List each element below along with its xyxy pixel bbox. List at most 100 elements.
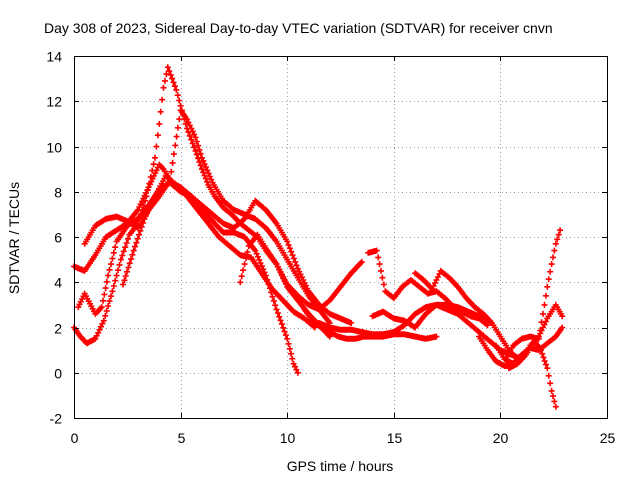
data-point — [554, 405, 557, 408]
data-point — [403, 333, 406, 336]
data-point — [418, 285, 421, 288]
data-point — [286, 337, 289, 340]
data-point — [424, 305, 427, 309]
data-point — [249, 256, 253, 259]
data-point — [381, 333, 385, 336]
data-point — [350, 272, 353, 275]
data-point — [424, 312, 427, 316]
x-tick-label: 5 — [178, 430, 186, 446]
data-point — [94, 337, 97, 340]
data-point — [153, 195, 157, 198]
data-point — [292, 362, 295, 365]
data-point — [318, 321, 321, 325]
data-point — [207, 222, 210, 225]
data-point — [296, 371, 300, 374]
grid — [74, 56, 607, 418]
data-point — [435, 290, 438, 293]
data-point — [83, 269, 86, 273]
data-point — [554, 335, 557, 338]
data-point — [115, 215, 118, 218]
data-point — [512, 344, 515, 347]
series-track-5 — [120, 172, 318, 331]
data-point — [211, 220, 214, 223]
data-point — [362, 335, 366, 338]
data-point — [222, 199, 225, 202]
data-point — [494, 344, 498, 347]
data-point — [537, 337, 540, 340]
data-point — [222, 231, 225, 234]
data-point — [435, 303, 438, 307]
data-point — [546, 285, 549, 288]
data-point — [296, 267, 300, 270]
data-point — [194, 149, 197, 153]
data-point — [307, 303, 310, 307]
data-point — [228, 244, 231, 248]
data-point — [196, 208, 199, 212]
data-point — [211, 213, 214, 216]
x-tick-labels: 0 5 10 15 20 25 — [71, 430, 616, 446]
data-point — [413, 335, 417, 338]
data-point — [328, 299, 331, 302]
data-point — [339, 285, 342, 288]
data-point — [456, 312, 459, 316]
data-point — [243, 217, 246, 221]
data-point — [445, 303, 449, 307]
data-point — [494, 360, 498, 363]
data-point — [431, 287, 434, 291]
data-point — [79, 335, 82, 338]
data-point — [175, 183, 178, 187]
data-point — [392, 296, 395, 300]
data-point — [345, 337, 349, 340]
data-point — [136, 226, 140, 230]
data-point — [271, 287, 274, 291]
data-point — [286, 283, 289, 286]
data-point — [83, 242, 86, 245]
data-point — [561, 315, 564, 318]
data-point — [384, 290, 387, 293]
data-point — [170, 77, 174, 80]
data-point — [126, 224, 129, 227]
data-point — [477, 317, 481, 320]
data-point — [200, 156, 204, 159]
series-track-14 — [501, 227, 564, 363]
data-point — [106, 274, 110, 277]
data-point — [247, 229, 250, 232]
data-point — [190, 195, 193, 198]
data-point — [175, 88, 178, 92]
data-point — [153, 156, 157, 159]
data-point — [243, 235, 246, 239]
data-point — [211, 181, 214, 184]
data-point — [375, 249, 378, 252]
data-point — [275, 262, 278, 266]
data-point — [503, 364, 506, 368]
data-point — [232, 208, 236, 212]
series-track-15 — [505, 338, 559, 410]
data-point — [486, 324, 489, 327]
data-point — [275, 240, 278, 243]
data-point — [477, 335, 481, 338]
data-point — [100, 305, 103, 309]
y-tick-label: 4 — [54, 275, 62, 291]
data-point — [467, 321, 470, 325]
data-point — [128, 233, 131, 236]
data-point — [422, 278, 425, 282]
data-point — [350, 328, 353, 331]
data-point — [185, 127, 189, 130]
x-tick-label: 15 — [387, 430, 403, 446]
data-point — [296, 294, 300, 297]
data-point — [477, 330, 481, 334]
data-point — [256, 233, 259, 236]
data-point — [121, 283, 125, 286]
data-point — [424, 337, 427, 340]
data-point — [143, 217, 146, 221]
data-point — [350, 321, 353, 325]
y-tick-label: -2 — [50, 411, 63, 427]
data-point — [539, 348, 543, 352]
data-point — [164, 174, 167, 178]
data-point — [162, 167, 165, 171]
data-point — [533, 339, 536, 343]
data-point — [473, 305, 476, 309]
data-point — [239, 253, 242, 257]
data-point — [307, 290, 310, 293]
